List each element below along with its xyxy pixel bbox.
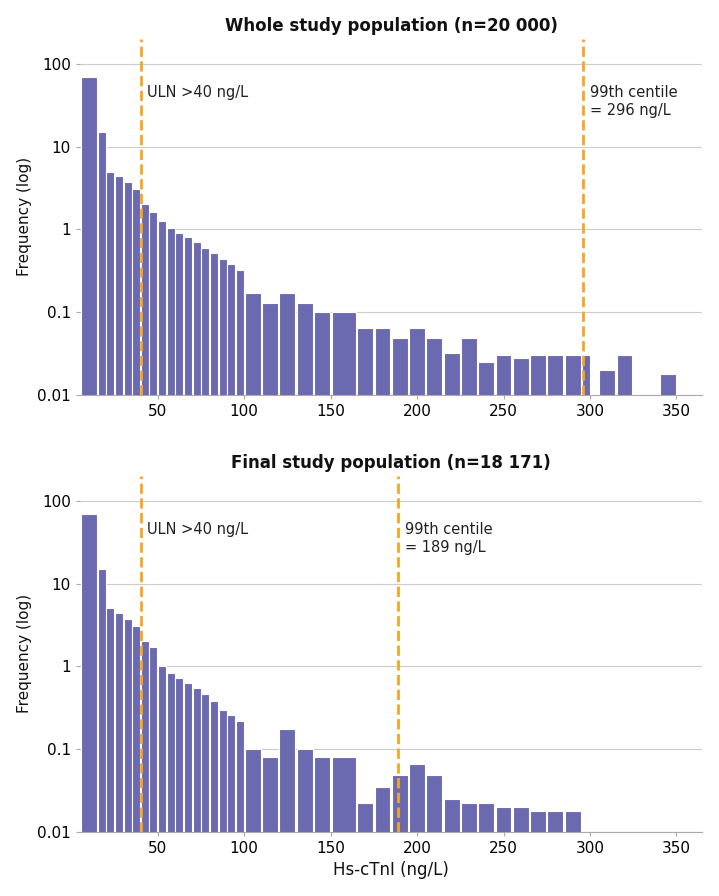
Bar (98, 132, 106, 896)
Bar (478, 804, 494, 896)
Text: ULN >40 ng/L: ULN >40 ng/L (147, 85, 249, 100)
Bar (210, 253, 218, 896)
Text: 99th centile
= 296 ng/L: 99th centile = 296 ng/L (590, 85, 677, 117)
Bar (150, 647, 157, 896)
Y-axis label: Frequency (log): Frequency (log) (17, 594, 32, 713)
Bar (201, 247, 209, 896)
Bar (530, 356, 546, 896)
Bar (106, 608, 114, 896)
Bar (184, 684, 192, 896)
Bar (564, 356, 581, 896)
Bar (201, 694, 209, 896)
Bar (106, 171, 114, 896)
Bar (236, 271, 244, 896)
Bar (660, 374, 676, 896)
Bar (314, 757, 330, 896)
Bar (331, 312, 356, 896)
Bar (124, 619, 132, 896)
Bar (262, 757, 278, 896)
Bar (375, 787, 390, 896)
Text: ULN >40 ng/L: ULN >40 ng/L (147, 522, 249, 538)
Bar (98, 569, 106, 896)
Bar (357, 328, 373, 896)
Bar (167, 674, 175, 896)
Bar (426, 339, 442, 896)
Bar (547, 356, 564, 896)
Bar (392, 339, 408, 896)
Bar (280, 293, 296, 896)
Bar (81, 513, 96, 896)
Bar (461, 339, 477, 896)
Bar (193, 688, 201, 896)
Bar (158, 667, 166, 896)
Bar (245, 749, 261, 896)
Title: Final study population (n=18 171): Final study population (n=18 171) (232, 453, 551, 471)
Bar (81, 77, 96, 896)
Bar (357, 804, 373, 896)
Bar (513, 806, 528, 896)
Bar (115, 613, 123, 896)
Bar (236, 720, 244, 896)
Bar (547, 811, 564, 896)
Bar (513, 358, 528, 896)
Bar (600, 370, 615, 896)
Bar (495, 356, 511, 896)
Bar (297, 303, 313, 896)
Bar (495, 806, 511, 896)
Text: 99th centile
= 189 ng/L: 99th centile = 189 ng/L (405, 522, 493, 555)
Bar (409, 764, 425, 896)
Bar (132, 189, 140, 896)
Bar (280, 729, 296, 896)
Bar (262, 303, 278, 896)
Bar (227, 264, 235, 896)
Bar (175, 678, 183, 896)
Bar (115, 177, 123, 896)
X-axis label: Hs-cTnI (ng/L): Hs-cTnI (ng/L) (333, 861, 449, 879)
Bar (392, 775, 408, 896)
Bar (314, 312, 330, 896)
Bar (331, 757, 356, 896)
Bar (193, 242, 201, 896)
Bar (184, 237, 192, 896)
Bar (132, 625, 140, 896)
Bar (210, 701, 218, 896)
Bar (444, 799, 459, 896)
Bar (409, 328, 425, 896)
Y-axis label: Frequency (log): Frequency (log) (17, 158, 32, 277)
Bar (141, 642, 149, 896)
Bar (617, 356, 633, 896)
Bar (175, 233, 183, 896)
Bar (461, 804, 477, 896)
Bar (582, 356, 590, 896)
Bar (375, 328, 390, 896)
Bar (227, 715, 235, 896)
Bar (167, 228, 175, 896)
Bar (219, 710, 226, 896)
Bar (564, 811, 581, 896)
Bar (219, 259, 226, 896)
Title: Whole study population (n=20 000): Whole study population (n=20 000) (225, 17, 558, 35)
Bar (124, 183, 132, 896)
Bar (530, 811, 546, 896)
Bar (150, 212, 157, 896)
Bar (158, 221, 166, 896)
Bar (444, 353, 459, 896)
Bar (141, 204, 149, 896)
Bar (426, 775, 442, 896)
Bar (297, 749, 313, 896)
Bar (478, 362, 494, 896)
Bar (245, 293, 261, 896)
